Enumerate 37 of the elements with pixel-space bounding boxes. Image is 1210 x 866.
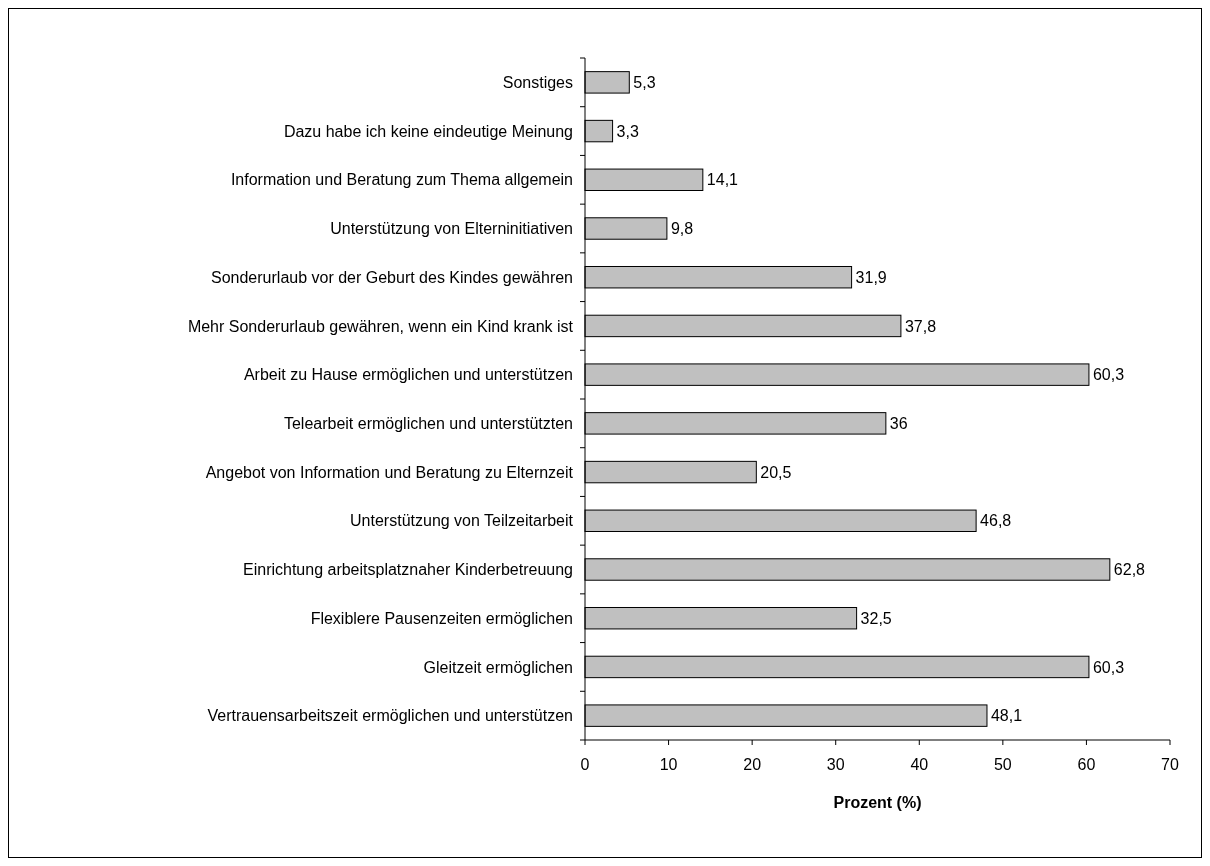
y-tick-label: Angebot von Information und Beratung zu Elternzeit: [205, 463, 574, 481]
data-label: 60,3: [1092, 366, 1125, 384]
y-tick-label: Dazu habe ich keine eindeutige Meinung: [283, 122, 573, 140]
data-label: 31,9: [855, 268, 887, 286]
data-label: 14,1: [706, 171, 739, 189]
y-tick-label: Unterstützung von Teilzeitarbeit: [350, 512, 574, 530]
x-tick-label: 0: [580, 756, 590, 773]
x-tick-label: 70: [1161, 756, 1179, 773]
y-tick-label: Sonderurlaub vor der Geburt des Kindes gewähren: [211, 268, 573, 286]
x-tick-label: 30: [826, 756, 845, 773]
data-label: 62,8: [1113, 561, 1146, 579]
y-tick-label: Unterstützung von Elterninitiativen: [330, 220, 573, 238]
y-tick-label: Telearbeit ermöglichen und unterstützten: [283, 414, 573, 432]
y-tick-label: Flexiblere Pausenzeiten ermöglichen: [310, 609, 573, 627]
data-label: 9,8: [670, 220, 694, 238]
y-tick-label: Information und Beratung zum Thema allgemein: [230, 171, 573, 189]
y-tick-label: Vertrauensarbeitszeit ermöglichen und unterstützen: [207, 707, 573, 725]
data-label: 3,3: [616, 122, 639, 140]
data-label: 36: [889, 414, 908, 432]
x-tick-label: 60: [1077, 756, 1096, 773]
data-label: 5,3: [633, 73, 656, 91]
x-tick-label: 40: [910, 756, 929, 773]
y-tick-label: Einrichtung arbeitsplatznaher Kinderbetreuung: [243, 561, 573, 579]
y-tick-label: Mehr Sonderurlaub gewähren, wenn ein Kind krank ist: [187, 317, 574, 335]
data-label: 20,5: [760, 463, 792, 481]
x-tick-label: 10: [659, 756, 678, 773]
x-tick-label: 20: [743, 756, 762, 773]
x-tick-label: 50: [993, 756, 1012, 773]
data-label: 32,5: [860, 609, 892, 627]
data-label: 46,8: [980, 512, 1012, 530]
x-axis-title: Prozent (%): [833, 794, 922, 811]
data-label: 60,3: [1092, 658, 1125, 676]
data-label: 48,1: [990, 707, 1023, 725]
y-tick-label: Arbeit zu Hause ermöglichen und unterstützen: [243, 366, 573, 384]
y-tick-label: Sonstiges: [502, 73, 573, 91]
data-label: 37,8: [904, 317, 937, 335]
y-tick-label: Gleitzeit ermöglichen: [423, 658, 573, 676]
